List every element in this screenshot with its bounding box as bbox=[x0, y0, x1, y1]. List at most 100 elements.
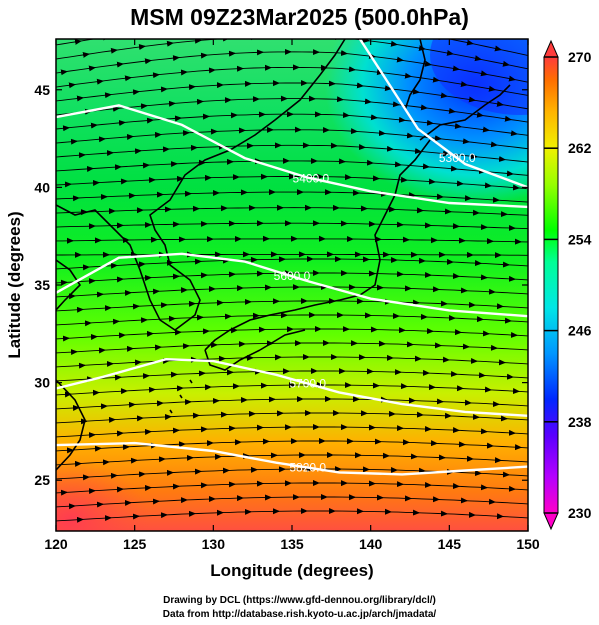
streamline-arrow bbox=[462, 138, 470, 145]
streamline bbox=[56, 253, 528, 256]
streamline-arrow bbox=[362, 39, 370, 43]
streamline-arrow bbox=[414, 148, 422, 154]
streamline-arrow bbox=[112, 105, 120, 112]
temperature-field: 5300.0 5400.0 5600.0 5700.0 5820.0 bbox=[56, 24, 528, 531]
colorbar-tick-label: 246 bbox=[568, 323, 592, 339]
streamline-arrow bbox=[510, 130, 518, 137]
streamline-arrow bbox=[448, 107, 456, 114]
streamline bbox=[56, 398, 528, 410]
streamline-arrow bbox=[90, 122, 98, 129]
streamline-arrow bbox=[426, 119, 434, 126]
x-axis-title: Longitude (degrees) bbox=[210, 561, 373, 580]
streamline-arrow bbox=[370, 114, 378, 121]
streamline-arrow bbox=[424, 60, 432, 67]
y-tick-label: 30 bbox=[34, 375, 50, 391]
streamline-arrow bbox=[160, 29, 165, 30]
streamline-arrow bbox=[96, 78, 104, 85]
streamline-arrow bbox=[356, 24, 361, 25]
streamline-arrow bbox=[74, 39, 82, 45]
streamline-arrow bbox=[132, 89, 140, 96]
streamline bbox=[56, 356, 528, 368]
streamline-arrow bbox=[118, 120, 126, 126]
streamline-arrow bbox=[490, 141, 498, 148]
colorbar-tick-label: 270 bbox=[568, 49, 592, 65]
streamline-arrow bbox=[104, 92, 112, 99]
colorbar: 270 262 254 246 238 230 bbox=[543, 39, 592, 531]
streamline-arrow bbox=[442, 150, 450, 157]
streamline-arrow bbox=[480, 70, 488, 77]
streamline bbox=[56, 412, 528, 424]
x-tick-label: 135 bbox=[280, 536, 304, 552]
streamline-arrow bbox=[404, 72, 412, 79]
streamline-arrow bbox=[76, 95, 84, 102]
streamline-arrow bbox=[412, 88, 420, 95]
streamline-arrow bbox=[116, 61, 124, 68]
streamline-arrow bbox=[488, 85, 496, 92]
y-tick-label: 45 bbox=[34, 82, 50, 98]
colorbar-tick-label: 262 bbox=[568, 140, 592, 156]
streamline-arrow bbox=[60, 69, 68, 76]
streamline-arrow bbox=[440, 92, 448, 99]
streamline-arrow bbox=[466, 39, 474, 46]
streamline-arrow bbox=[110, 47, 118, 54]
streamline-arrow bbox=[188, 26, 193, 27]
streamline-arrow bbox=[452, 65, 460, 72]
streamline-arrow bbox=[496, 100, 504, 107]
streamline-arrow bbox=[454, 123, 462, 129]
colorbar-tick-label: 238 bbox=[568, 414, 592, 430]
streamline-arrow bbox=[88, 65, 96, 72]
streamline-arrow bbox=[364, 98, 372, 105]
x-tick-label: 125 bbox=[123, 536, 147, 552]
streamline-arrow bbox=[508, 75, 516, 82]
streamline-arrow bbox=[172, 55, 180, 62]
streamline-arrow bbox=[412, 32, 417, 33]
streamline-arrow bbox=[82, 51, 90, 58]
x-axis: 120 125 130 135 140 145 150 bbox=[44, 39, 540, 552]
contour-line bbox=[56, 441, 528, 476]
contour-line bbox=[358, 39, 528, 189]
contour-label: 5820.0 bbox=[289, 461, 326, 475]
streamline bbox=[56, 82, 528, 110]
credit-data: Data from http://database.rish.kyoto-u.a… bbox=[162, 609, 437, 620]
streamline-arrow bbox=[498, 156, 506, 162]
colorbar-body bbox=[543, 56, 559, 514]
chart-title: MSM 09Z23Mar2025 (500.0hPa) bbox=[130, 4, 469, 30]
x-tick-label: 150 bbox=[516, 536, 540, 552]
streamline-arrow bbox=[340, 50, 348, 56]
streamline-arrow bbox=[494, 45, 502, 52]
streamline-arrow bbox=[460, 81, 468, 88]
contour-line bbox=[56, 252, 528, 318]
x-tick-label: 140 bbox=[359, 536, 383, 552]
streamline-arrow bbox=[502, 60, 510, 67]
colorbar-bottom-arrow bbox=[543, 512, 559, 531]
y-tick-label: 35 bbox=[34, 277, 50, 293]
streamline bbox=[56, 207, 528, 216]
streamline-arrow bbox=[68, 82, 76, 89]
streamline-arrow bbox=[438, 39, 446, 40]
streamline-arrow bbox=[406, 132, 414, 139]
streamline-arrow bbox=[476, 111, 484, 118]
height-contours: 5300.0 5400.0 5600.0 5700.0 5820.0 bbox=[56, 39, 528, 476]
y-tick-label: 40 bbox=[34, 179, 50, 195]
contour-label: 5700.0 bbox=[289, 377, 326, 391]
streamline-arrow bbox=[124, 75, 132, 82]
streamline-arrow bbox=[166, 40, 174, 47]
streamline-arrow bbox=[420, 104, 428, 111]
x-tick-label: 130 bbox=[202, 536, 226, 552]
streamline-arrow bbox=[504, 115, 512, 122]
streamline bbox=[56, 510, 528, 522]
streamline-arrow bbox=[132, 33, 137, 34]
streamline bbox=[56, 191, 528, 203]
x-tick-label: 145 bbox=[438, 536, 462, 552]
streamline-arrow bbox=[468, 96, 476, 103]
streamline-arrow bbox=[446, 49, 454, 56]
streamline-arrow bbox=[398, 116, 406, 123]
streamline-arrow bbox=[384, 85, 392, 92]
y-axis: 25 30 35 40 45 bbox=[34, 82, 528, 488]
streamline-arrow bbox=[434, 135, 442, 142]
streamline-arrow bbox=[144, 58, 152, 65]
streamline-arrow bbox=[470, 153, 478, 160]
colorbar-top-arrow bbox=[543, 39, 559, 58]
y-axis-title: Latitude (degrees) bbox=[5, 211, 24, 358]
